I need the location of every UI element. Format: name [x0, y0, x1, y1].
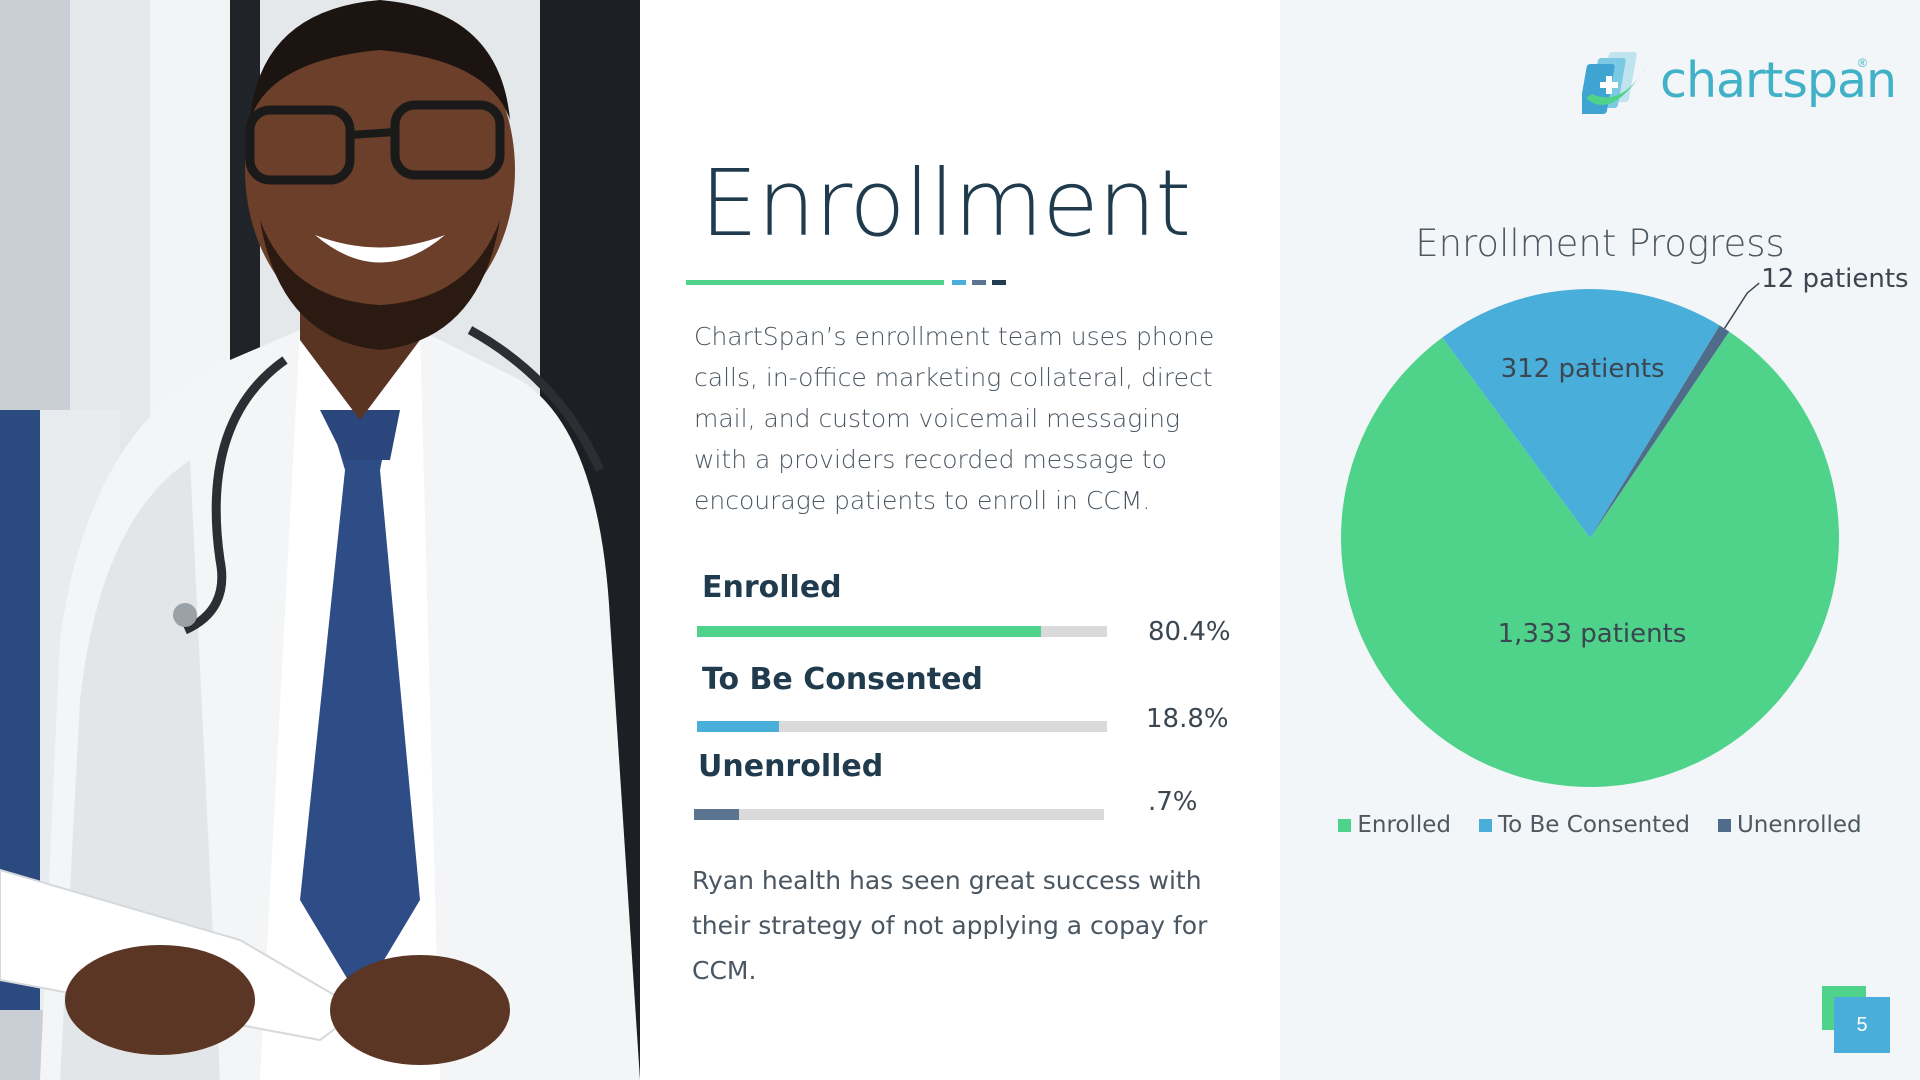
legend-swatch-enrolled — [1338, 818, 1352, 832]
data-label-enrolled: 1,333 patients — [1498, 619, 1687, 649]
underline-blue — [952, 280, 966, 285]
legend-item-enrolled: Enrolled — [1338, 812, 1451, 838]
data-label-to-be-consented: 312 patients — [1501, 354, 1665, 384]
content-panel: Enrollment ChartSpan’s enrollment team u… — [640, 0, 1280, 1080]
enrollment-pie-chart: 1,333 patients 312 patients 12 patients — [1341, 264, 1909, 787]
metric-value-enrolled: 80.4% — [1148, 617, 1231, 647]
legend-swatch-unenrolled — [1717, 818, 1731, 832]
progress-fill-to-be-consented — [697, 721, 779, 732]
progress-track-enrolled — [697, 626, 1107, 637]
progress-track-to-be-consented — [697, 721, 1107, 732]
doctor-photo — [0, 0, 640, 1080]
page-title: Enrollment — [700, 150, 1191, 257]
intro-paragraph: ChartSpan’s enrollment team uses phone c… — [694, 322, 1215, 515]
chartspan-logo-icon — [1578, 52, 1648, 114]
doctor-illustration — [0, 0, 640, 1080]
chart-legend: Enrolled To Be Consented Unenrolled — [1280, 812, 1920, 838]
page-number: 5 — [1834, 997, 1890, 1053]
leader-line-unenrolled — [1723, 282, 1760, 329]
pie-slice-enrolled — [1341, 331, 1839, 787]
metric-value-unenrolled: .7% — [1148, 787, 1198, 817]
legend-swatch-to-be-consented — [1479, 818, 1492, 832]
logo-registered-mark: ® — [1858, 56, 1867, 70]
metric-label-enrolled: Enrolled — [702, 570, 842, 605]
pie-slice-to-be-consented — [1442, 288, 1720, 538]
legend-item-to-be-consented: To Be Consented — [1479, 812, 1690, 838]
progress-fill-enrolled — [697, 626, 1042, 637]
metric-label-to-be-consented: To Be Consented — [702, 662, 983, 697]
underline-navy — [992, 280, 1006, 285]
legend-label-unenrolled: Unenrolled — [1736, 812, 1862, 838]
outro-paragraph: Ryan health has seen great success with … — [692, 866, 1208, 985]
chart-panel: chartspan ® Enrollment Progress 1,333 pa… — [1280, 0, 1920, 1080]
chartspan-logo: chartspan ® — [1578, 48, 1897, 118]
legend-item-unenrolled: Unenrolled — [1717, 812, 1862, 838]
chart-title: Enrollment Progress — [1415, 222, 1785, 265]
legend-label-enrolled: Enrolled — [1357, 812, 1451, 838]
progress-track-unenrolled — [694, 809, 1104, 820]
underline-green — [686, 280, 944, 285]
progress-fill-unenrolled — [694, 809, 740, 820]
legend-label-to-be-consented: To Be Consented — [1498, 812, 1690, 838]
underline-slate — [972, 280, 986, 285]
metric-value-to-be-consented: 18.8% — [1146, 704, 1229, 734]
logo-wordmark: chartspan — [1660, 52, 1897, 109]
data-label-unenrolled: 12 patients — [1761, 264, 1908, 294]
pie-slice-unenrolled — [1590, 325, 1730, 538]
metric-label-unenrolled: Unenrolled — [698, 749, 884, 784]
